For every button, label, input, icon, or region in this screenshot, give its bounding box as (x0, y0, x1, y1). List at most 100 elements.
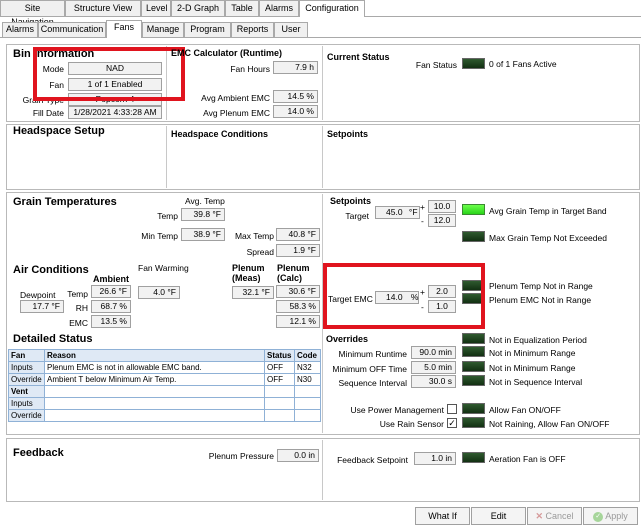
headspace-conditions-label: Headspace Conditions (171, 129, 269, 139)
tab-2d-graph[interactable]: 2-D Graph (171, 0, 225, 16)
target-emc-unit: % (410, 292, 419, 302)
detailed-status-table: Fan Reason Status Code Inputs Plenum EMC… (8, 349, 321, 422)
fan-value: 1 of 1 Enabled (68, 78, 162, 91)
mode-value: NAD (68, 62, 162, 75)
table-cell: N30 (294, 373, 321, 386)
seq-interval-led (462, 375, 485, 386)
tab-site-navigation[interactable]: Site Navigation (0, 0, 65, 27)
min-temp-label: Min Temp (141, 231, 178, 241)
spread-value: 1.9 °F (276, 244, 320, 257)
detailed-status-title: Detailed Status (13, 333, 93, 345)
min-off-input[interactable]: 5.0 min (411, 361, 456, 374)
temp-row-label: Temp (67, 289, 88, 299)
min-runtime-label: Minimum Runtime (338, 349, 408, 359)
dewpoint-label: Dewpoint (20, 290, 56, 300)
table-cell: Inputs (8, 397, 45, 410)
fan-status-led (462, 58, 485, 69)
target-label: Target (345, 211, 369, 221)
grain-temps-title: Grain Temperatures (13, 196, 117, 208)
tab-structure-view[interactable]: Structure View (65, 0, 141, 16)
power-mgmt-text: Allow Fan ON/OFF (489, 405, 561, 415)
power-mgmt-checkbox[interactable] (447, 404, 457, 414)
table-cell: Override (8, 409, 45, 422)
emc-calc-title: EMC Calculator (Runtime) (171, 48, 283, 58)
divider (322, 440, 323, 500)
avg-ambient-emc-label: Avg Ambient EMC (201, 93, 270, 103)
min-runtime-text: Not in Minimum Range (489, 348, 576, 358)
subtab-fans[interactable]: Fans (106, 20, 142, 38)
aeration-fan-led (462, 452, 485, 463)
emc-row-label: EMC (69, 318, 88, 328)
tab-table[interactable]: Table (225, 0, 259, 16)
subtab-communication[interactable]: Communication (38, 22, 106, 37)
feedback-title: Feedback (13, 447, 64, 459)
min-temp-value: 38.9 °F (181, 228, 225, 241)
target-emc-input[interactable]: 14.0 % (375, 291, 419, 304)
temp-minus-input[interactable]: 12.0 (428, 214, 456, 227)
rain-sensor-checkbox[interactable]: ✓ (447, 418, 457, 428)
avg-plenum-emc-label: Avg Plenum EMC (203, 108, 270, 118)
table-cell: Ambient T below Minimum Air Temp. (44, 373, 265, 386)
tab-alarms-top[interactable]: Alarms (259, 0, 299, 16)
emc-plus-input[interactable]: 2.0 (428, 285, 456, 298)
subtab-alarms[interactable]: Alarms (2, 22, 38, 37)
plenum-pressure-label: Plenum Pressure (208, 451, 274, 461)
fan-warming-value: 4.0 °F (138, 286, 180, 299)
edit-button[interactable]: Edit (471, 507, 526, 525)
temp-plus-input[interactable]: 10.0 (428, 200, 456, 213)
fan-status-label: Fan Status (415, 60, 457, 70)
tab-configuration[interactable]: Configuration (299, 0, 365, 17)
avg-ambient-emc-value: 14.5 % (273, 90, 318, 103)
grain-temp-label: Temp (157, 211, 178, 221)
table-cell (264, 409, 295, 422)
max-temp-label: Max Temp (234, 231, 274, 241)
table-cell (294, 397, 321, 410)
fan-hours-value: 7.9 h (273, 61, 318, 74)
what-if-button[interactable]: What If (415, 507, 470, 525)
fan-warming-label-1: Fan Warming (138, 263, 189, 273)
headspace-panel (6, 124, 640, 190)
target-temp-input[interactable]: 45.0 °F (375, 206, 420, 219)
subtab-program[interactable]: Program (184, 22, 231, 37)
avg-temp-label: Avg. Temp (185, 196, 225, 206)
tab-level[interactable]: Level (141, 0, 171, 16)
highlight-box (323, 263, 485, 329)
avg-plenum-emc-value: 14.0 % (273, 105, 318, 118)
grain-temp-band-led (462, 204, 485, 215)
subtab-reports[interactable]: Reports (231, 22, 274, 37)
table-cell (44, 385, 265, 398)
check-circle-icon: ✓ (593, 511, 604, 522)
feedback-setpoint-input[interactable]: 1.0 in (414, 452, 456, 465)
current-status-title: Current Status (327, 52, 390, 62)
min-off-text: Not in Minimum Range (489, 363, 576, 373)
divider (322, 194, 323, 433)
col-header-code: Code (294, 349, 321, 362)
plenum-calc-emc-value: 12.1 % (276, 315, 320, 328)
plus-sign: + (420, 202, 425, 212)
subtab-manage[interactable]: Manage (142, 22, 184, 37)
plenum-calc-label: Plenum (Calc) (277, 263, 310, 283)
cancel-button[interactable]: ✕ Cancel (527, 507, 582, 525)
divider (166, 126, 167, 188)
highlight-box (33, 47, 185, 101)
target-temp-value: 45.0 (386, 207, 403, 217)
min-runtime-input[interactable]: 90.0 min (411, 346, 456, 359)
plenum-calc-temp-value: 30.6 °F (276, 285, 320, 298)
min-off-label: Minimum OFF Time (332, 364, 407, 374)
subtab-user[interactable]: User (274, 22, 308, 37)
target-emc-label: Target EMC (328, 294, 373, 304)
minus-sign: - (421, 302, 424, 312)
seq-interval-input[interactable]: 30.0 s (411, 375, 456, 388)
table-cell (44, 397, 265, 410)
apply-button[interactable]: ✓ Apply (583, 507, 638, 525)
emc-minus-input[interactable]: 1.0 (428, 300, 456, 313)
rain-sensor-text: Not Raining, Allow Fan ON/OFF (489, 419, 610, 429)
mode-label: Mode (42, 64, 64, 74)
spread-label: Spread (246, 247, 274, 257)
fan-status-text: 0 of 1 Fans Active (489, 59, 557, 69)
subtab-divider (0, 37, 641, 38)
air-conditions-title: Air Conditions (13, 264, 89, 276)
ambient-temp-value: 26.6 °F (91, 285, 131, 298)
target-emc-value: 14.0 (386, 292, 403, 302)
table-cell (44, 409, 265, 422)
